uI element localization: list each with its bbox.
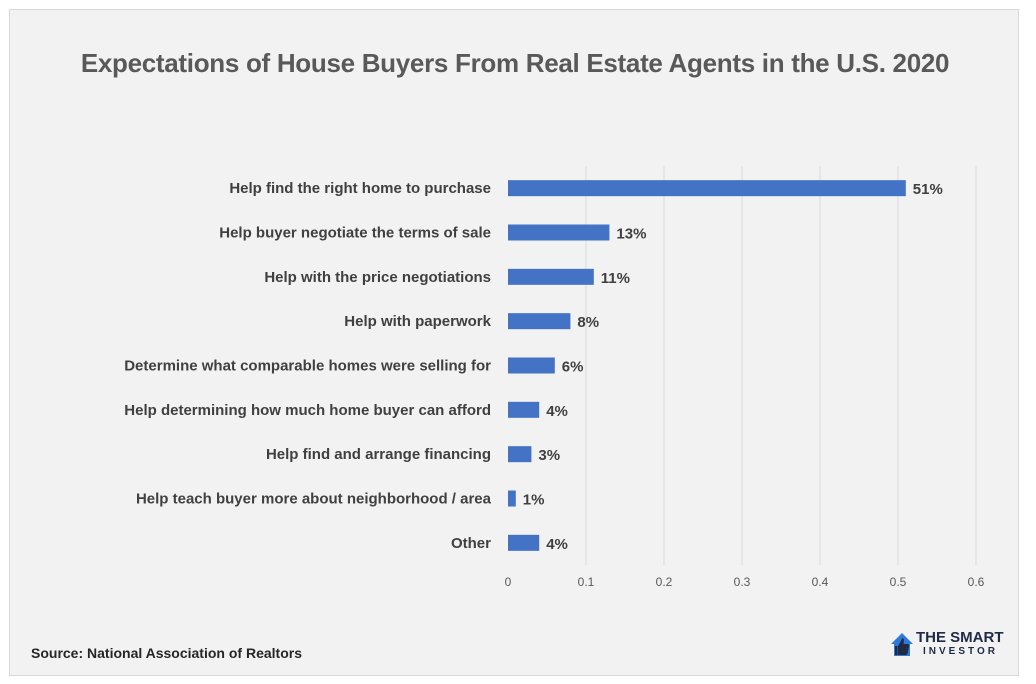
x-tick-label: 0.6 xyxy=(968,575,985,589)
x-tick-label: 0.3 xyxy=(734,575,751,589)
category-label: Help find the right home to purchase xyxy=(229,180,491,197)
value-labels: 51% 13% 11% 8% 6% 4% 3% 1% 4% xyxy=(523,181,943,553)
category-label: Help with paperwork xyxy=(344,313,491,330)
logo-text-line1: THE SMART xyxy=(916,629,1004,646)
bar xyxy=(508,268,594,285)
chart-panel: Expectations of House Buyers From Real E… xyxy=(9,9,1019,676)
logo: THE SMART INVESTOR xyxy=(889,629,1009,661)
category-label: Other xyxy=(451,535,491,552)
category-label: Help determining how much home buyer can… xyxy=(124,402,491,419)
data-label: 1% xyxy=(523,492,545,509)
x-tick-label: 0.1 xyxy=(578,575,595,589)
bar xyxy=(508,534,540,551)
data-label: 11% xyxy=(601,270,630,287)
bar xyxy=(508,490,516,507)
data-label: 8% xyxy=(577,314,599,331)
x-tick-label: 0.4 xyxy=(812,575,829,589)
logo-text-line2: INVESTOR xyxy=(923,646,998,657)
source-note: Source: National Association of Realtors xyxy=(31,645,302,661)
data-label: 51% xyxy=(913,181,943,198)
category-label: Help buyer negotiate the terms of sale xyxy=(219,225,491,242)
x-tick-label: 0.5 xyxy=(890,575,907,589)
data-label: 4% xyxy=(546,403,568,420)
data-label: 4% xyxy=(546,536,568,553)
data-label: 13% xyxy=(616,226,646,243)
x-axis-ticks: 0 0.1 0.2 0.3 0.4 0.5 0.6 xyxy=(505,575,985,589)
bar xyxy=(508,446,532,463)
x-tick-label: 0 xyxy=(505,575,512,589)
bar xyxy=(508,180,906,197)
thumbs-up-house-icon xyxy=(891,633,913,656)
category-label: Determine what comparable homes were sel… xyxy=(124,358,491,375)
bar xyxy=(508,224,610,241)
bar xyxy=(508,357,555,374)
x-tick-label: 0.2 xyxy=(656,575,673,589)
category-label: Help find and arrange financing xyxy=(266,446,491,463)
category-labels: Help find the right home to purchase Help… xyxy=(124,180,491,552)
chart-title: Expectations of House Buyers From Real E… xyxy=(80,48,950,78)
category-label: Help with the price negotiations xyxy=(264,269,491,286)
data-label: 6% xyxy=(562,359,584,376)
data-label: 3% xyxy=(538,447,560,464)
bars xyxy=(508,180,906,551)
category-label: Help teach buyer more about neighborhood… xyxy=(136,491,492,508)
gridlines xyxy=(585,166,977,565)
bar xyxy=(508,313,571,330)
bar xyxy=(508,401,540,418)
